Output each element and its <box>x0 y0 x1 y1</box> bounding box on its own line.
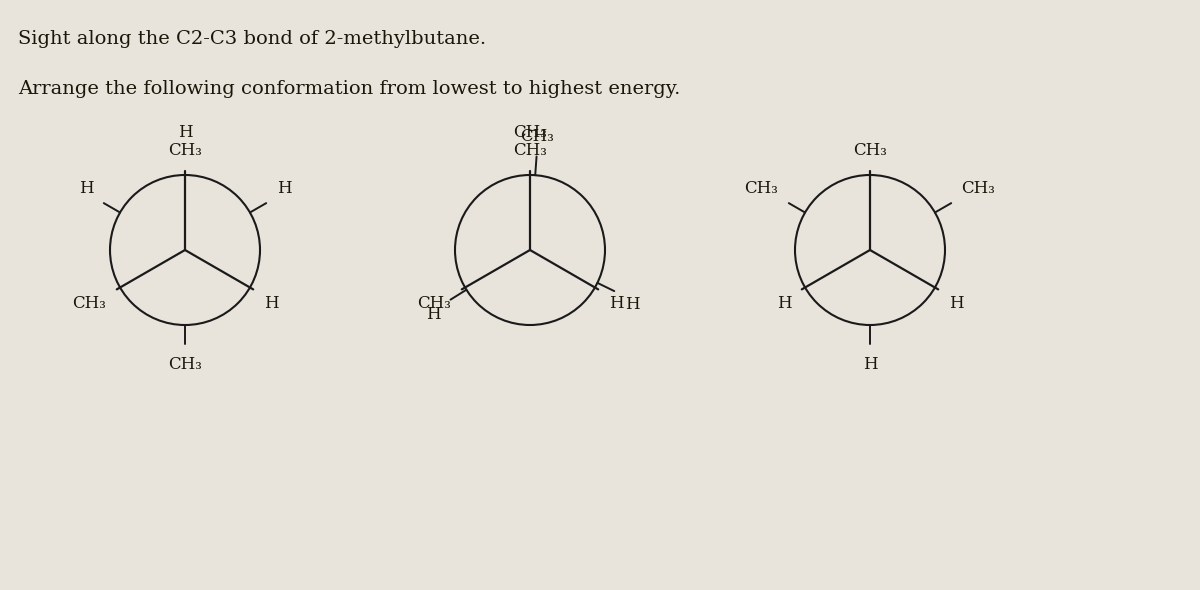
Text: CH₃: CH₃ <box>418 296 451 312</box>
Text: H: H <box>178 124 192 141</box>
Text: H: H <box>625 296 640 313</box>
Text: H: H <box>863 356 877 373</box>
Text: CH₃: CH₃ <box>168 356 202 373</box>
Text: H: H <box>426 306 440 323</box>
Text: CH₃: CH₃ <box>514 124 547 141</box>
Text: CH₃: CH₃ <box>521 127 554 145</box>
Text: H: H <box>79 180 94 197</box>
Text: H: H <box>776 296 792 312</box>
Text: CH₃: CH₃ <box>744 180 779 197</box>
Text: CH₃: CH₃ <box>72 296 107 312</box>
Text: H: H <box>608 296 623 312</box>
Text: CH₃: CH₃ <box>853 142 887 159</box>
Text: CH₃: CH₃ <box>168 142 202 159</box>
Text: Arrange the following conformation from lowest to highest energy.: Arrange the following conformation from … <box>18 80 680 98</box>
Text: CH₃: CH₃ <box>961 180 996 197</box>
Text: Sight along the C2-C3 bond of 2-methylbutane.: Sight along the C2-C3 bond of 2-methylbu… <box>18 30 486 48</box>
Text: H: H <box>264 296 278 312</box>
Text: H: H <box>948 296 964 312</box>
Text: CH₃: CH₃ <box>514 142 547 159</box>
Text: H: H <box>276 180 292 197</box>
